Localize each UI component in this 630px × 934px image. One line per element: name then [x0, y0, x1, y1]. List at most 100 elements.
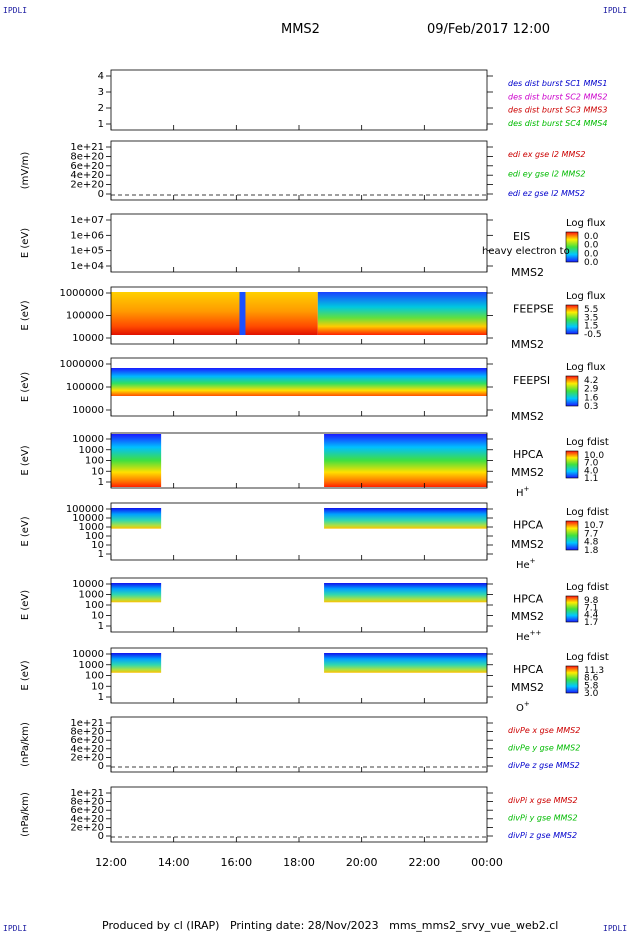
- spacecraft-label: MMS2: [511, 410, 544, 423]
- panel-hpca-h: Log fdist10.07.04.01.1HPCAMMS2H+10000100…: [20, 432, 609, 499]
- time-tick-label: 18:00: [283, 856, 315, 869]
- spacecraft-label: MMS2: [511, 266, 544, 279]
- legend-entry: des dist burst SC1 MMS1: [508, 79, 607, 88]
- colorbar-tick: 4.8: [584, 538, 599, 548]
- colorbar-tick: 3.0: [584, 689, 599, 699]
- panel-edi: edi ex gse l2 MMS2 edi ey gse l2 MMS2 edi …: [20, 140, 586, 201]
- y-tick-label: 1e+04: [70, 261, 104, 272]
- y-tick-label: 10000: [72, 579, 104, 590]
- colorbar-tick: 4.2: [584, 376, 598, 386]
- instrument-label: EIS: [513, 230, 530, 243]
- y-tick-label: 0: [98, 831, 104, 842]
- y-axis-label: E (eV): [20, 300, 31, 330]
- y-tick-label: 0: [98, 761, 104, 772]
- y-tick-label: 1e+21: [70, 788, 104, 799]
- colorbar-title: Log flux: [566, 362, 606, 373]
- colorbar: [565, 520, 579, 551]
- colorbar-tick: 1.8: [584, 546, 599, 556]
- spectrogram-span-0: [111, 508, 162, 529]
- y-tick-label: 1e+21: [70, 718, 104, 729]
- y-axis-label: E (eV): [20, 516, 31, 546]
- y-tick-label: 1: [98, 692, 104, 703]
- time-tick-label: 22:00: [408, 856, 440, 869]
- y-tick-label: 10000: [72, 333, 104, 344]
- y-tick-label: 1e+06: [70, 230, 104, 241]
- y-tick-label: 8e+20: [70, 151, 104, 162]
- colorbar-tick: 9.8: [584, 596, 599, 606]
- colorbar-title: Log flux: [566, 291, 606, 302]
- y-tick-label: 100: [85, 531, 104, 542]
- spectrogram-span-1: [324, 583, 487, 603]
- y-axis-label: (nPa/km): [20, 792, 31, 837]
- colorbar-title: Log fdist: [566, 507, 609, 518]
- y-axis-label: E (eV): [20, 660, 31, 690]
- y-axis-label: (mV/m): [20, 152, 31, 190]
- colorbar-tick: 10.0: [584, 451, 604, 461]
- colorbar-tick: 10.7: [584, 521, 604, 531]
- y-tick-label: 100: [85, 456, 104, 467]
- colorbar-tick: 5.8: [584, 681, 599, 691]
- spectrogram-span-1: [324, 653, 487, 673]
- colorbar-title: Log fdist: [566, 582, 609, 593]
- colorbar-tick: 4.4: [584, 611, 599, 621]
- feepse-gap-feature: [239, 292, 246, 335]
- y-tick-label: 1e+07: [70, 215, 104, 226]
- corner-label-top-right: IPDLI: [603, 6, 628, 15]
- y-tick-label: 10: [91, 466, 104, 477]
- feepse-spectrum-right: [317, 292, 487, 335]
- panel-feepsi: Log flux 4.22.91.60.3 FEEPSI MMS2 1000000 100…: [20, 357, 606, 423]
- y-axis-label: E (eV): [20, 228, 31, 258]
- colorbar-tick: 7.0: [584, 459, 599, 469]
- species-label: H+: [516, 485, 530, 499]
- y-tick-label: 1000000: [59, 359, 104, 370]
- y-tick-label: 8e+20: [70, 727, 104, 738]
- species-label: He++: [516, 629, 542, 643]
- colorbar: [565, 450, 579, 479]
- y-tick-label: 100: [85, 600, 104, 611]
- y-tick-label: 4e+20: [70, 170, 104, 181]
- y-tick-label: 100000: [66, 311, 104, 322]
- y-tick-label: 10: [91, 611, 104, 622]
- legend-entry: divPi x gse MMS2: [508, 796, 578, 805]
- instrument-label: HPCA: [513, 663, 544, 676]
- legend-entry: des dist burst SC3 MMS3: [508, 106, 607, 115]
- colorbar-title: Log fdist: [566, 437, 609, 448]
- time-tick-label: 16:00: [220, 856, 252, 869]
- panel-frame: [110, 716, 488, 773]
- panel-frame: [110, 140, 488, 201]
- y-tick-label: 1000000: [59, 288, 104, 299]
- spacecraft-label: MMS2: [511, 538, 544, 551]
- panel-frame: [110, 69, 488, 131]
- y-tick-label: 10: [91, 540, 104, 551]
- colorbar-tick: 0.0: [584, 232, 599, 242]
- y-tick-label: 1000: [79, 445, 104, 456]
- y-tick-label: 2e+20: [70, 822, 104, 833]
- y-tick-label: 1: [98, 477, 104, 488]
- colorbar: [565, 231, 579, 263]
- panel-frame: [110, 786, 488, 843]
- spectrogram-span-0: [111, 583, 162, 603]
- legend-entry: divPi z gse MMS2: [508, 831, 577, 840]
- y-tick-label: 8e+20: [70, 797, 104, 808]
- colorbar-tick: 1.6: [584, 393, 599, 403]
- colorbar-tick: 7.1: [584, 603, 598, 613]
- y-tick-label: 100000: [66, 504, 104, 515]
- colorbar-tick: 0.3: [584, 402, 598, 412]
- corner-label-bottom-right: IPDLI: [603, 924, 628, 933]
- y-tick-label: 10: [91, 681, 104, 692]
- legend-entry: des dist burst SC2 MMS2: [508, 92, 607, 101]
- y-tick-label: 6e+20: [70, 805, 104, 816]
- legend-entry: des dist burst SC4 MMS4: [508, 119, 607, 128]
- spacecraft-label: MMS2: [511, 610, 544, 623]
- spacecraft-label: MMS2: [511, 466, 544, 479]
- y-axis-label: E (eV): [20, 372, 31, 402]
- feepse-spectrum-left: [111, 292, 318, 335]
- legend-entry: divPe z gse MMS2: [508, 761, 580, 770]
- panel-feepse: Log flux 5.53.51.5-0.5 FEEPSE MMS2 1000000 10…: [20, 286, 606, 351]
- y-tick-label: 0: [98, 189, 104, 200]
- colorbar-tick: 3.5: [584, 313, 598, 323]
- y-tick-label: 1000: [79, 522, 104, 533]
